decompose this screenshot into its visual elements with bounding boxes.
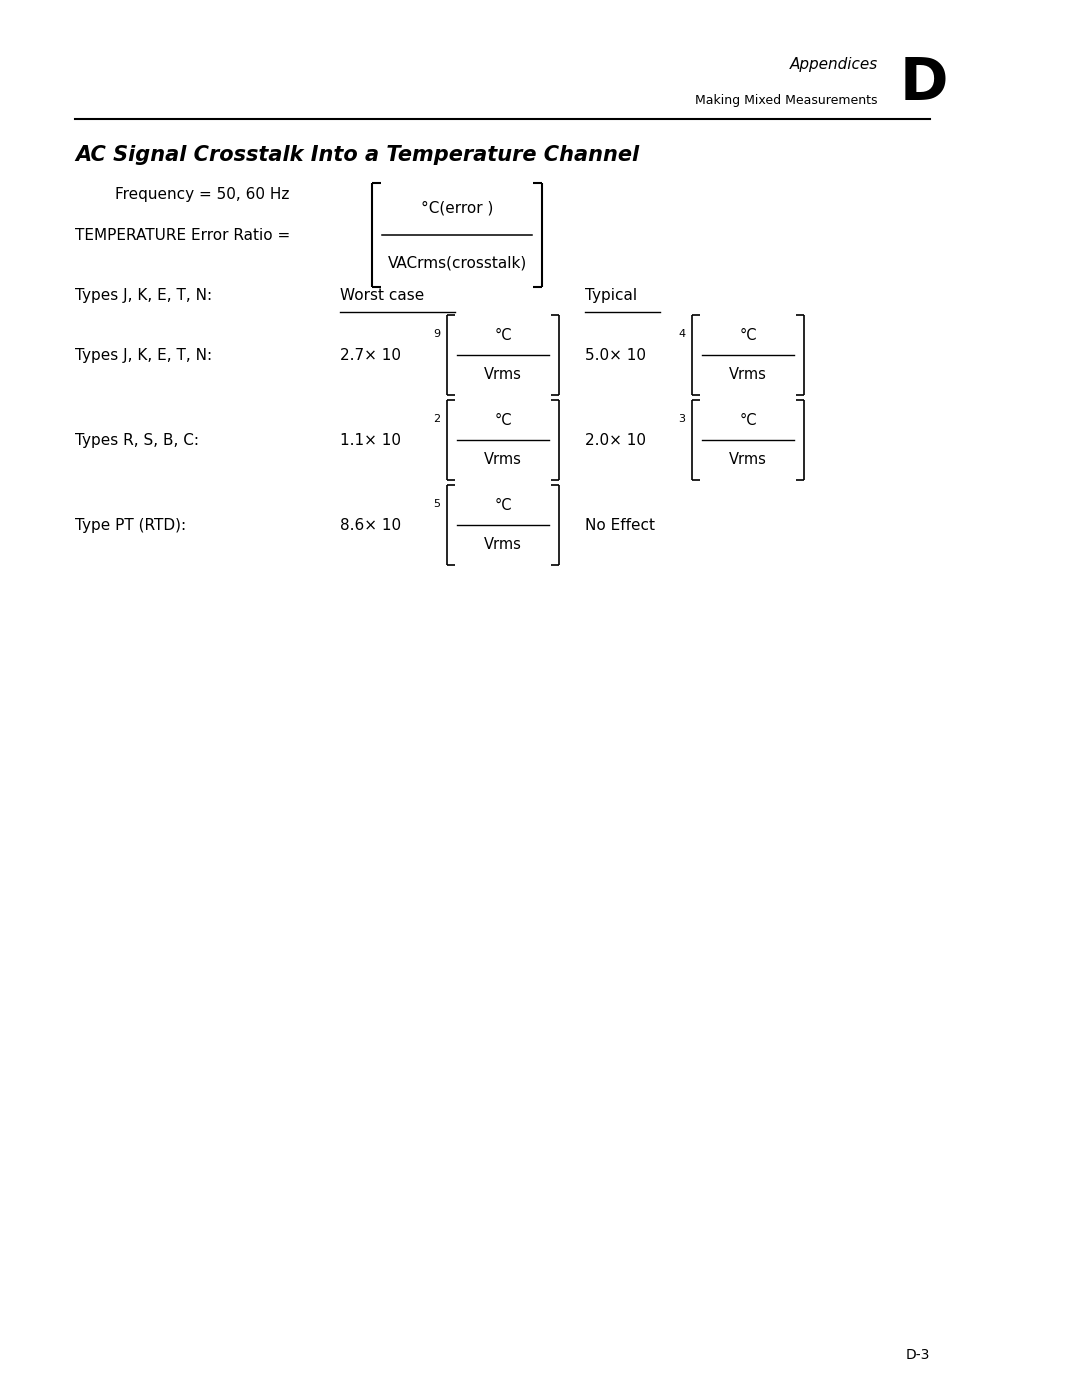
Text: TEMPERATURE Error Ratio =: TEMPERATURE Error Ratio = [75,228,291,243]
Text: °C: °C [495,328,512,344]
Text: 9: 9 [433,330,441,339]
Text: Vrms: Vrms [484,367,522,381]
Text: 8.6× 10: 8.6× 10 [340,517,401,532]
Text: °C(error ): °C(error ) [421,200,494,215]
Text: No Effect: No Effect [585,517,654,532]
Text: Vrms: Vrms [729,453,767,467]
Text: D: D [900,54,948,112]
Text: Frequency = 50, 60 Hz: Frequency = 50, 60 Hz [114,187,289,203]
Text: °C: °C [739,414,757,427]
Text: D-3: D-3 [906,1348,930,1362]
Text: 4: 4 [678,330,685,339]
Text: °C: °C [495,497,512,513]
Text: Making Mixed Measurements: Making Mixed Measurements [696,94,878,108]
Text: Vrms: Vrms [484,536,522,552]
Text: Types R, S, B, C:: Types R, S, B, C: [75,433,199,447]
Text: 5.0× 10: 5.0× 10 [585,348,646,362]
Text: °C: °C [739,328,757,344]
Text: Vrms: Vrms [729,367,767,381]
Text: Worst case: Worst case [340,288,424,303]
Text: VACrms(crosstalk): VACrms(crosstalk) [388,256,527,270]
Text: 5: 5 [433,499,440,509]
Text: Types J, K, E, T, N:: Types J, K, E, T, N: [75,348,212,362]
Text: °C: °C [495,414,512,427]
Text: 2: 2 [433,414,441,425]
Text: Typical: Typical [585,288,637,303]
Text: Type PT (RTD):: Type PT (RTD): [75,517,186,532]
Text: Vrms: Vrms [484,453,522,467]
Text: Appendices: Appendices [789,57,878,73]
Text: AC Signal Crosstalk Into a Temperature Channel: AC Signal Crosstalk Into a Temperature C… [75,145,639,165]
Text: Types J, K, E, T, N:: Types J, K, E, T, N: [75,288,212,303]
Text: 3: 3 [678,414,685,425]
Text: 1.1× 10: 1.1× 10 [340,433,401,447]
Text: 2.0× 10: 2.0× 10 [585,433,646,447]
Text: 2.7× 10: 2.7× 10 [340,348,401,362]
